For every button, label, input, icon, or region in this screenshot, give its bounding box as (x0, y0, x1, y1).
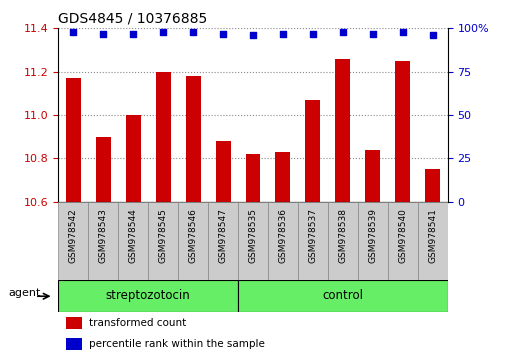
Point (248, 33, 257, 38)
Text: GSM978537: GSM978537 (308, 208, 317, 263)
Bar (156, 72, 170, 202)
Text: transformed count: transformed count (89, 318, 186, 329)
Bar (208, 202, 237, 280)
Bar (58, 280, 237, 312)
Point (99, 31, 107, 36)
Text: GSM978545: GSM978545 (158, 208, 167, 263)
Bar (335, 59, 349, 202)
Bar (394, 61, 410, 202)
Text: GSM978535: GSM978535 (248, 208, 257, 263)
Text: GSM978541: GSM978541 (427, 208, 436, 263)
Text: GSM978538: GSM978538 (338, 208, 347, 263)
Text: GDS4845 / 10376885: GDS4845 / 10376885 (58, 12, 207, 26)
Point (278, 31, 286, 36)
Bar (237, 280, 447, 312)
Bar (66, 78, 80, 202)
Point (398, 29, 406, 35)
Bar (417, 202, 447, 280)
Text: agent: agent (9, 288, 41, 298)
Bar (185, 76, 200, 202)
Point (129, 31, 137, 36)
Bar (118, 202, 148, 280)
Bar (425, 169, 439, 202)
Text: GSM978547: GSM978547 (218, 208, 227, 263)
Text: GSM978542: GSM978542 (69, 208, 78, 263)
Text: GSM978540: GSM978540 (397, 208, 407, 263)
Bar (95, 137, 111, 202)
Text: streptozotocin: streptozotocin (106, 289, 190, 302)
Point (219, 31, 227, 36)
Text: GSM978543: GSM978543 (98, 208, 108, 263)
Bar (357, 202, 387, 280)
Text: GSM978546: GSM978546 (188, 208, 197, 263)
Bar (237, 202, 268, 280)
Bar (88, 202, 118, 280)
Bar (268, 202, 297, 280)
Bar (387, 202, 417, 280)
Point (368, 31, 376, 36)
Point (189, 29, 197, 35)
Bar (125, 115, 140, 202)
Bar (148, 202, 178, 280)
Text: GSM978536: GSM978536 (278, 208, 287, 263)
Point (69, 29, 77, 35)
Bar (275, 152, 290, 202)
Point (159, 29, 167, 35)
Bar (245, 154, 260, 202)
Bar (66, 318, 81, 329)
Bar (305, 100, 320, 202)
Point (308, 31, 316, 36)
Point (428, 33, 436, 38)
Point (338, 29, 346, 35)
Text: percentile rank within the sample: percentile rank within the sample (89, 339, 265, 349)
Bar (178, 202, 208, 280)
Bar (215, 141, 230, 202)
Bar (327, 202, 357, 280)
Bar (297, 202, 327, 280)
Bar (58, 202, 88, 280)
Text: GSM978539: GSM978539 (368, 208, 377, 263)
Bar (66, 338, 81, 350)
Text: GSM978544: GSM978544 (128, 208, 137, 263)
Text: control: control (322, 289, 363, 302)
Bar (365, 150, 380, 202)
